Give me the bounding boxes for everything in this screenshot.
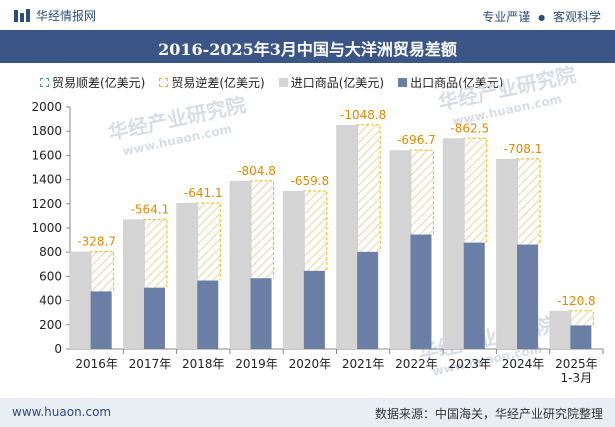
deficit-data-label: -862.5 (450, 121, 489, 135)
deficit-hatch (251, 180, 274, 279)
top-bar: 华经情报网 专业严谨 ● 客观科学 (0, 0, 615, 30)
export-bar (250, 278, 272, 349)
y-tick-label: 1200 (31, 197, 62, 211)
y-tick-label: 400 (39, 294, 62, 308)
deficit-data-label: -641.1 (184, 186, 223, 200)
deficit-hatch (518, 158, 541, 245)
export-bar (570, 325, 592, 349)
import-bar (336, 124, 359, 350)
deficit-hatch (464, 138, 487, 243)
export-bar (410, 234, 432, 349)
deficit-bar (302, 190, 328, 271)
deficit-bar (409, 149, 434, 235)
deficit-data-label: -328.7 (77, 235, 116, 249)
export-bar (303, 270, 325, 349)
export-bar (90, 291, 112, 349)
legend-item-surplus: 贸易顺差(亿美元) (40, 74, 145, 91)
deficit-bar (516, 158, 541, 245)
import-bar (549, 310, 572, 349)
tagline-part-1: 专业严谨 (482, 10, 531, 24)
deficit-hatch (144, 219, 167, 288)
y-tick-label: 1800 (31, 124, 62, 138)
legend-swatch-deficit (159, 78, 169, 87)
legend-label-surplus: 贸易顺差(亿美元) (52, 76, 146, 90)
deficit-hatch (304, 190, 327, 271)
tagline: 专业严谨 ● 客观科学 (482, 8, 601, 25)
deficit-data-label: -564.1 (131, 202, 170, 216)
y-tick-label: 2000 (31, 100, 62, 114)
import-bar (442, 138, 465, 349)
deficit-hatch (571, 310, 594, 326)
legend-label-deficit: 贸易逆差(亿美元) (171, 76, 265, 90)
deficit-bar (569, 310, 594, 326)
x-tick-label: 2020年 (289, 357, 332, 371)
x-tick-label: 2021年 (342, 357, 385, 371)
deficit-bar (196, 202, 221, 281)
deficit-data-label: -1048.8 (340, 108, 386, 122)
import-bar (389, 150, 412, 349)
y-tick-label: 0 (54, 342, 62, 356)
legend-swatch-import (278, 78, 288, 87)
deficit-bar (249, 180, 275, 279)
export-bar (517, 244, 539, 349)
import-bar (122, 219, 145, 349)
import-bar (69, 251, 92, 349)
footer: www.huaon.com 数据来源：中国海关，华经产业研究院整理 (0, 398, 615, 427)
brand: 华经情报网 (14, 7, 96, 24)
export-bar (143, 287, 165, 349)
deficit-hatch (411, 150, 434, 235)
tagline-separator: ● (538, 13, 546, 22)
x-tick-label: 2017年 (129, 357, 172, 371)
legend-label-export: 出口商品(亿美元) (410, 76, 504, 90)
x-tick-label: 1-3月 (561, 371, 593, 385)
x-tick-label: 2018年 (182, 357, 225, 371)
chart-title: 2016-2025年3月中国与大洋洲贸易差额 (158, 40, 457, 59)
y-tick-label: 600 (39, 269, 62, 283)
import-bar (496, 158, 519, 349)
import-bar (176, 202, 199, 349)
deficit-bar (89, 251, 115, 292)
deficit-bar (356, 124, 381, 252)
chart-legend: 贸易顺差(亿美元) 贸易逆差(亿美元) 进口商品(亿美元) 出口商品(亿美元) (40, 74, 504, 91)
y-tick-label: 1600 (31, 148, 62, 162)
deficit-bar (142, 218, 168, 288)
x-tick-label: 2025年 (555, 357, 598, 371)
import-bar (229, 180, 252, 349)
footer-url: www.huaon.com (12, 405, 112, 419)
deficit-hatch (198, 202, 221, 281)
legend-item-import: 进口商品(亿美元) (278, 74, 385, 91)
legend-item-deficit: 贸易逆差(亿美元) (159, 74, 265, 91)
legend-swatch-surplus (40, 78, 49, 87)
deficit-data-label: -696.7 (397, 133, 436, 147)
y-tick-label: 1400 (31, 173, 62, 187)
huajing-logo-icon (14, 8, 30, 22)
footer-source: 数据来源：中国海关，华经产业研究院整理 (374, 407, 603, 421)
legend-label-import: 进口商品(亿美元) (290, 76, 385, 90)
x-tick-label: 2019年 (235, 357, 278, 371)
x-tick-label: 2016年 (75, 357, 118, 371)
y-tick-label: 200 (39, 318, 62, 332)
deficit-bar (462, 137, 488, 243)
deficit-data-label: -708.1 (504, 142, 543, 156)
x-tick-label: 2023年 (448, 357, 491, 371)
deficit-data-label: -659.8 (291, 174, 330, 188)
bar-chart: 华经产业研究院www.huaon.com华经产业研究院www.huaon.com… (31, 62, 604, 385)
y-tick-label: 1000 (31, 221, 62, 235)
site-name: 华经情报网 (36, 9, 97, 23)
import-bar (282, 190, 305, 349)
tagline-part-2: 客观科学 (552, 10, 601, 24)
deficit-data-label: -120.8 (557, 294, 596, 308)
deficit-hatch (91, 251, 114, 292)
deficit-hatch (358, 124, 381, 252)
export-bar (357, 251, 379, 349)
legend-swatch-export (398, 78, 408, 87)
title-bar: 2016-2025年3月中国与大洋洲贸易差额 (0, 30, 615, 63)
x-tick-label: 2024年 (502, 357, 545, 371)
y-tick-label: 800 (39, 245, 62, 259)
deficit-data-label: -804.8 (237, 164, 276, 178)
export-bar (463, 242, 485, 349)
export-bar (197, 280, 219, 349)
x-tick-label: 2022年 (395, 357, 438, 371)
legend-item-export: 出口商品(亿美元) (398, 74, 504, 91)
